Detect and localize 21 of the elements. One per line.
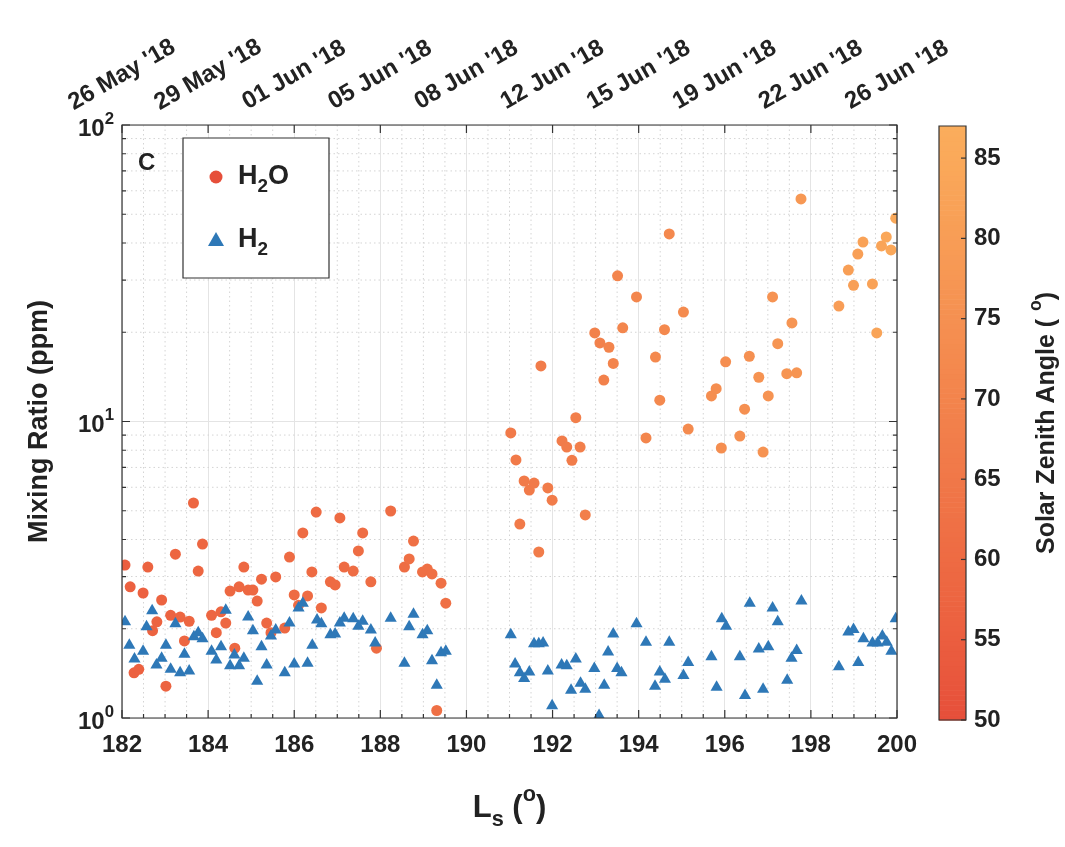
x-tick-label: 184	[188, 729, 229, 757]
x-tick-label: 182	[101, 729, 143, 757]
x-tick-label: 196	[704, 729, 745, 757]
color-bar-label: 85	[974, 142, 1001, 170]
x-tick-label: 186	[274, 729, 315, 757]
color-bar-label: 80	[974, 223, 1001, 250]
x-tick-label: 192	[532, 729, 573, 757]
color-bar-title: Solar Zenith Angle ( o)	[1025, 291, 1059, 555]
color-bar-label: 55	[974, 624, 1001, 652]
x-tick-label: 198	[790, 729, 831, 757]
color-bar-label: 65	[974, 463, 1001, 491]
x-tick-label: 188	[360, 729, 401, 757]
x-tick-label: 200	[876, 729, 918, 757]
y-axis-title: Mixing Ratio (ppm)	[23, 300, 54, 543]
x-tick-label: 194	[618, 729, 660, 757]
color-bar-label: 60	[974, 544, 1001, 572]
color-bar-label: 70	[974, 383, 1001, 411]
x-tick-label: 190	[446, 729, 487, 757]
color-bar-label: 75	[974, 303, 1001, 331]
color-bar-label: 50	[974, 704, 1001, 732]
annotation: C	[138, 147, 156, 175]
